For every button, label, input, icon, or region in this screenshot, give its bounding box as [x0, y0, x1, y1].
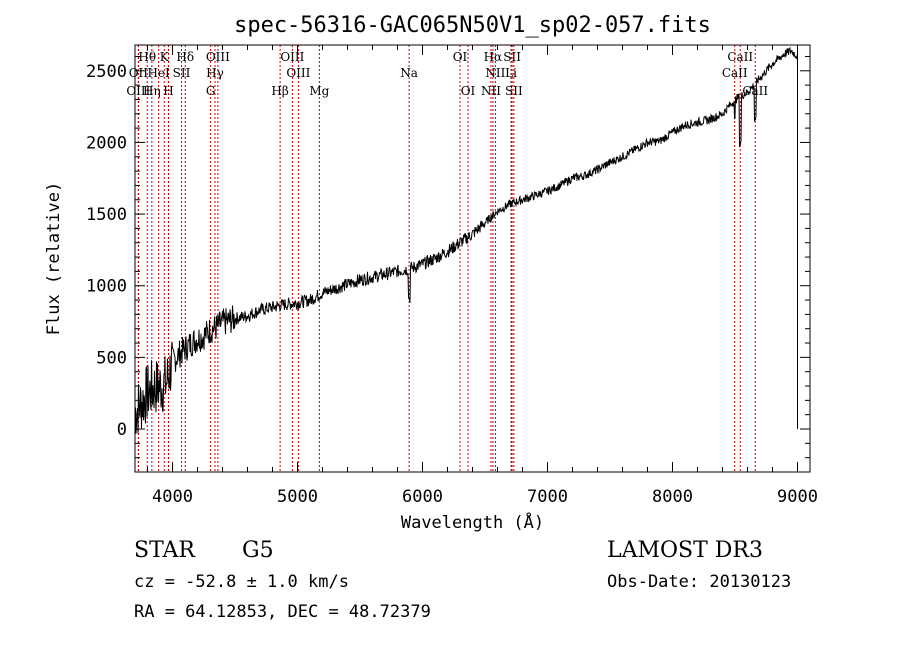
- spectral-line-label-5: OI: [453, 50, 468, 64]
- y-axis-label: Flux (relative): [44, 182, 64, 336]
- y-tick-label-0: 0: [117, 420, 127, 440]
- spectral-line-label-7: SII: [503, 50, 521, 64]
- x-tick-label-2: 6000: [402, 487, 443, 507]
- y-tick-label-2: 1000: [86, 277, 127, 297]
- coordinates-text: RA = 64.12853, DEC = 48.72379: [134, 602, 431, 622]
- axis-ticks: 4000 5000 6000 7000 8000 9000 0 500 1000 1500 2000…: [86, 45, 818, 507]
- x-tick-label-3: 7000: [527, 487, 568, 507]
- spectral-line-label-25: NII: [481, 84, 501, 98]
- spectral-line-label-26: SII: [505, 84, 523, 98]
- obs-date-text: Obs-Date: 20130123: [607, 572, 792, 592]
- spectral-line-label-21: G: [206, 84, 216, 98]
- spectral-line-label-12: Hγ: [206, 66, 224, 80]
- spectral-line-label-3: OIII: [206, 50, 230, 64]
- y-tick-label-1: 500: [96, 348, 127, 368]
- spectral-line-label-16: Li: [505, 66, 517, 80]
- x-axis-label: Wavelength (Å): [401, 511, 544, 533]
- spectral-line-label-23: Mg: [309, 84, 329, 98]
- spectral-line-label-18: OIII: [126, 84, 150, 98]
- object-subclass: G5: [242, 538, 274, 563]
- x-tick-label-1: 5000: [277, 487, 318, 507]
- spectral-line-label-2: Hδ: [176, 50, 194, 64]
- spectral-line-markers: [137, 45, 756, 472]
- y-tick-label-5: 2500: [86, 62, 127, 82]
- spectral-line-label-20: H: [163, 84, 173, 98]
- spectral-line-label-24: OI: [461, 84, 476, 98]
- spectral-line-label-6: Hα: [484, 50, 503, 64]
- spectral-line-label-11: SII: [173, 66, 191, 80]
- spectral-line-label-8: CaII: [727, 50, 753, 64]
- spectral-line-label-27: CaII: [742, 84, 768, 98]
- spectral-line-label-14: Na: [400, 66, 418, 80]
- x-tick-label-5: 9000: [777, 487, 818, 507]
- spectral-line-label-0: Hθ: [138, 50, 156, 64]
- spectral-line-label-4: OIII: [280, 50, 304, 64]
- spectral-line-label-15: NII: [485, 66, 505, 80]
- x-tick-label-4: 8000: [652, 487, 693, 507]
- spectral-line-label-17: CaII: [722, 66, 748, 80]
- spectrum-series-line: [134, 46, 798, 434]
- redshift-text: cz = -52.8 ± 1.0 km/s: [134, 572, 349, 592]
- object-class: STAR: [134, 538, 195, 563]
- chart-title: spec-56316-GAC065N50V1_sp02-057.fits: [234, 13, 711, 38]
- plot-frame: [134, 44, 811, 473]
- spectral-line-label-1: K: [160, 50, 170, 64]
- spectral-line-label-10: HeI: [147, 66, 170, 80]
- y-tick-label-4: 2000: [86, 133, 127, 153]
- survey-name: LAMOST DR3: [607, 538, 763, 563]
- x-tick-label-0: 4000: [152, 487, 193, 507]
- y-tick-label-3: 1500: [86, 205, 127, 225]
- spectral-line-label-9: OII: [129, 66, 149, 80]
- spectral-line-label-22: Hβ: [271, 84, 288, 98]
- spectral-line-label-19: Hη: [143, 84, 161, 98]
- spectral-line-label-13: OIII: [286, 66, 310, 80]
